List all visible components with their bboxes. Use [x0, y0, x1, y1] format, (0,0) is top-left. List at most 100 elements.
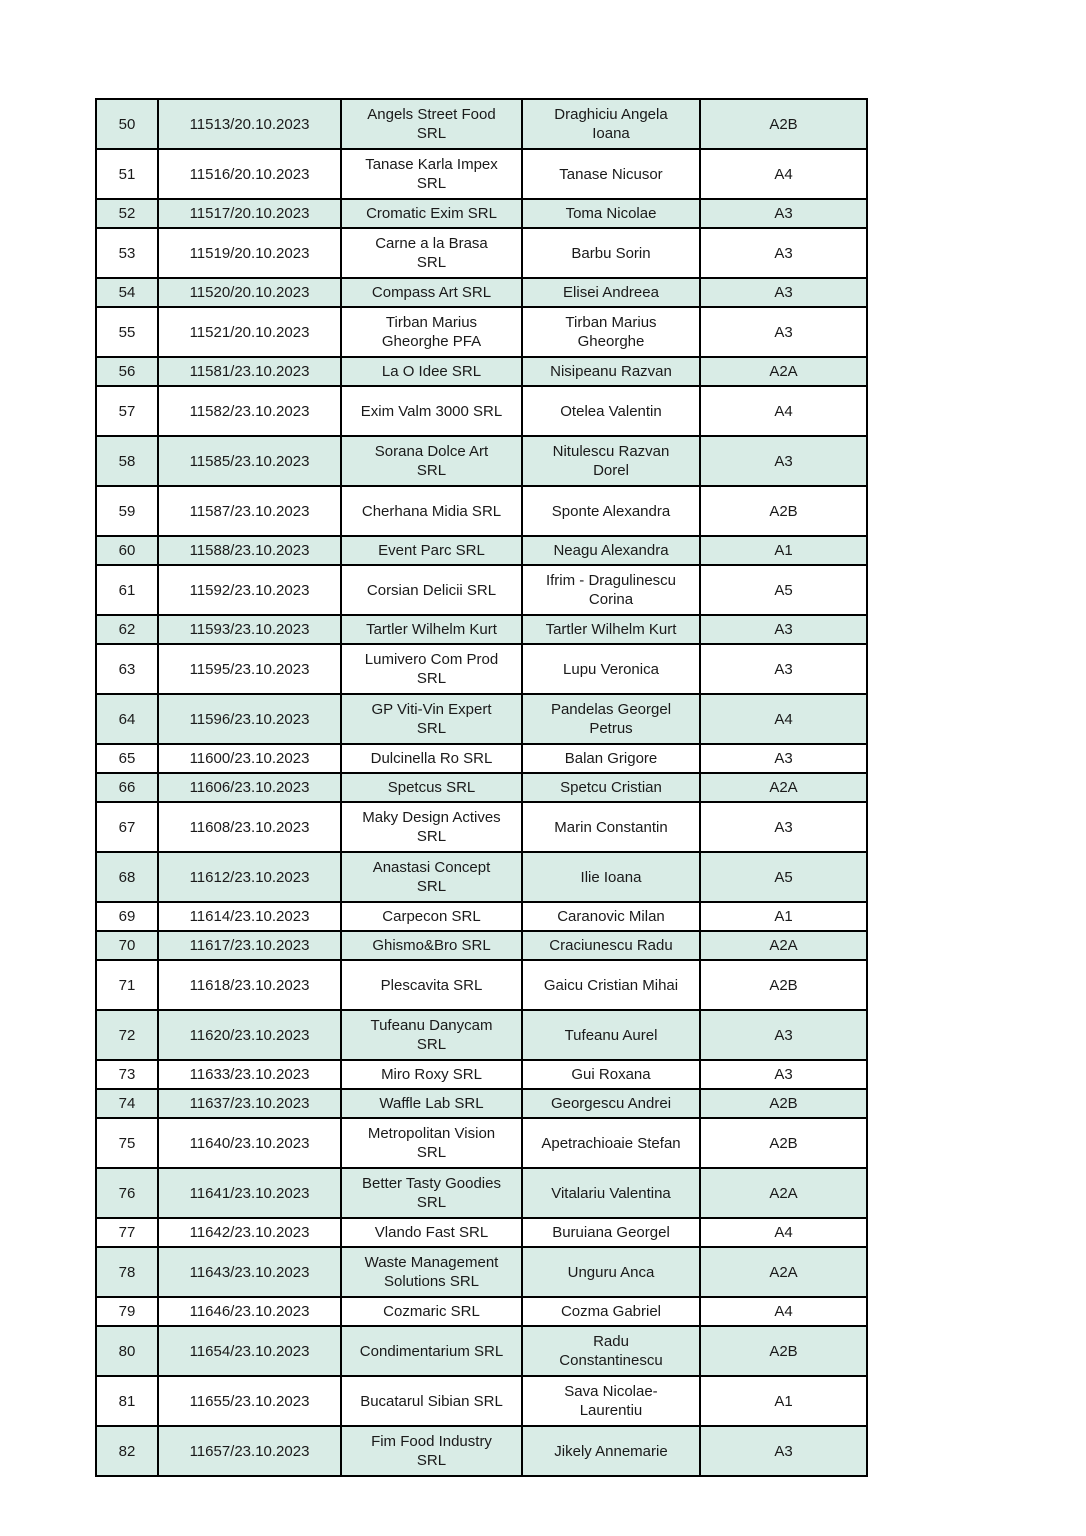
row-index-cell: 67 [95, 801, 159, 853]
person-cell: Barbu Sorin [521, 227, 701, 279]
registration-cell: 11517/20.10.2023 [157, 198, 342, 229]
table-row: 58 11585/23.10.2023 Sorana Dolce Art SRL Ni… [95, 435, 868, 487]
registration-cell: 11620/23.10.2023 [157, 1009, 342, 1061]
company-cell: Metropolitan Vision SRL [340, 1117, 523, 1169]
company-cell: Waste Management Solutions SRL [340, 1246, 523, 1298]
category-cell: A2B [699, 959, 868, 1011]
table-row: 54 11520/20.10.2023 Compass Art SRL Elisei … [95, 277, 868, 308]
table-row: 55 11521/20.10.2023 Tirban Marius Gheorghe… [95, 306, 868, 358]
person-cell: Cozma Gabriel [521, 1296, 701, 1327]
registration-cell: 11592/23.10.2023 [157, 564, 342, 616]
person-cell: Marin Constantin [521, 801, 701, 853]
row-index-cell: 54 [95, 277, 159, 308]
company-cell: Plescavita SRL [340, 959, 523, 1011]
person-cell: Gaicu Cristian Mihai [521, 959, 701, 1011]
registration-cell: 11646/23.10.2023 [157, 1296, 342, 1327]
category-cell: A2B [699, 1325, 868, 1377]
person-cell: Tartler Wilhelm Kurt [521, 614, 701, 645]
person-cell: Pandelas Georgel Petrus [521, 693, 701, 745]
registration-cell: 11593/23.10.2023 [157, 614, 342, 645]
row-index-cell: 64 [95, 693, 159, 745]
registration-cell: 11637/23.10.2023 [157, 1088, 342, 1119]
registration-cell: 11633/23.10.2023 [157, 1059, 342, 1090]
table-row: 69 11614/23.10.2023 Carpecon SRL Caranovic … [95, 901, 868, 932]
table-row: 68 11612/23.10.2023 Anastasi Concept SRL Il… [95, 851, 868, 903]
company-cell: Carpecon SRL [340, 901, 523, 932]
table-row: 80 11654/23.10.2023 Condimentarium SRL Radu… [95, 1325, 868, 1377]
category-cell: A2B [699, 485, 868, 537]
row-index-cell: 78 [95, 1246, 159, 1298]
category-cell: A1 [699, 901, 868, 932]
table-row: 62 11593/23.10.2023 Tartler Wilhelm Kurt Ta… [95, 614, 868, 645]
company-cell: Anastasi Concept SRL [340, 851, 523, 903]
category-cell: A3 [699, 801, 868, 853]
company-cell: Cherhana Midia SRL [340, 485, 523, 537]
category-cell: A4 [699, 693, 868, 745]
company-cell: Corsian Delicii SRL [340, 564, 523, 616]
company-cell: Angels Street Food SRL [340, 98, 523, 150]
table-row: 77 11642/23.10.2023 Vlando Fast SRL Buruian… [95, 1217, 868, 1248]
registration-cell: 11657/23.10.2023 [157, 1425, 342, 1477]
category-cell: A1 [699, 535, 868, 566]
table-row: 63 11595/23.10.2023 Lumivero Com Prod SRL L… [95, 643, 868, 695]
company-cell: Maky Design Actives SRL [340, 801, 523, 853]
row-index-cell: 57 [95, 385, 159, 437]
table-row: 65 11600/23.10.2023 Dulcinella Ro SRL Balan… [95, 743, 868, 774]
company-cell: La O Idee SRL [340, 356, 523, 387]
registration-cell: 11587/23.10.2023 [157, 485, 342, 537]
category-cell: A4 [699, 1217, 868, 1248]
table-row: 56 11581/23.10.2023 La O Idee SRL Nisipeanu… [95, 356, 868, 387]
person-cell: Vitalariu Valentina [521, 1167, 701, 1219]
row-index-cell: 82 [95, 1425, 159, 1477]
company-cell: Tartler Wilhelm Kurt [340, 614, 523, 645]
registration-cell: 11516/20.10.2023 [157, 148, 342, 200]
row-index-cell: 77 [95, 1217, 159, 1248]
row-index-cell: 72 [95, 1009, 159, 1061]
person-cell: Tirban Marius Gheorghe [521, 306, 701, 358]
registration-cell: 11585/23.10.2023 [157, 435, 342, 487]
category-cell: A3 [699, 614, 868, 645]
person-cell: Toma Nicolae [521, 198, 701, 229]
row-index-cell: 73 [95, 1059, 159, 1090]
person-cell: Tanase Nicusor [521, 148, 701, 200]
table-row: 64 11596/23.10.2023 GP Viti-Vin Expert SRL… [95, 693, 868, 745]
registration-cell: 11614/23.10.2023 [157, 901, 342, 932]
company-cell: Lumivero Com Prod SRL [340, 643, 523, 695]
table-row: 53 11519/20.10.2023 Carne a la Brasa SRL Ba… [95, 227, 868, 279]
category-cell: A5 [699, 851, 868, 903]
category-cell: A3 [699, 1425, 868, 1477]
registration-table: 50 11513/20.10.2023 Angels Street Food SRL… [95, 98, 868, 1477]
registration-cell: 11606/23.10.2023 [157, 772, 342, 803]
person-cell: Apetrachioaie Stefan [521, 1117, 701, 1169]
person-cell: Draghiciu Angela Ioana [521, 98, 701, 150]
category-cell: A4 [699, 385, 868, 437]
registration-cell: 11617/23.10.2023 [157, 930, 342, 961]
registration-cell: 11596/23.10.2023 [157, 693, 342, 745]
category-cell: A2A [699, 930, 868, 961]
table-row: 78 11643/23.10.2023 Waste Management Solut… [95, 1246, 868, 1298]
person-cell: Radu Constantinescu [521, 1325, 701, 1377]
registration-cell: 11513/20.10.2023 [157, 98, 342, 150]
company-cell: Sorana Dolce Art SRL [340, 435, 523, 487]
person-cell: Unguru Anca [521, 1246, 701, 1298]
person-cell: Gui Roxana [521, 1059, 701, 1090]
registration-cell: 11641/23.10.2023 [157, 1167, 342, 1219]
company-cell: Event Parc SRL [340, 535, 523, 566]
row-index-cell: 51 [95, 148, 159, 200]
company-cell: Tirban Marius Gheorghe PFA [340, 306, 523, 358]
registration-cell: 11581/23.10.2023 [157, 356, 342, 387]
row-index-cell: 63 [95, 643, 159, 695]
registration-cell: 11642/23.10.2023 [157, 1217, 342, 1248]
person-cell: Nisipeanu Razvan [521, 356, 701, 387]
company-cell: Condimentarium SRL [340, 1325, 523, 1377]
category-cell: A2A [699, 1246, 868, 1298]
table-body: 50 11513/20.10.2023 Angels Street Food SRL… [95, 98, 868, 1477]
category-cell: A2A [699, 356, 868, 387]
person-cell: Spetcu Cristian [521, 772, 701, 803]
category-cell: A3 [699, 435, 868, 487]
row-index-cell: 81 [95, 1375, 159, 1427]
company-cell: Vlando Fast SRL [340, 1217, 523, 1248]
row-index-cell: 58 [95, 435, 159, 487]
company-cell: Bucatarul Sibian SRL [340, 1375, 523, 1427]
